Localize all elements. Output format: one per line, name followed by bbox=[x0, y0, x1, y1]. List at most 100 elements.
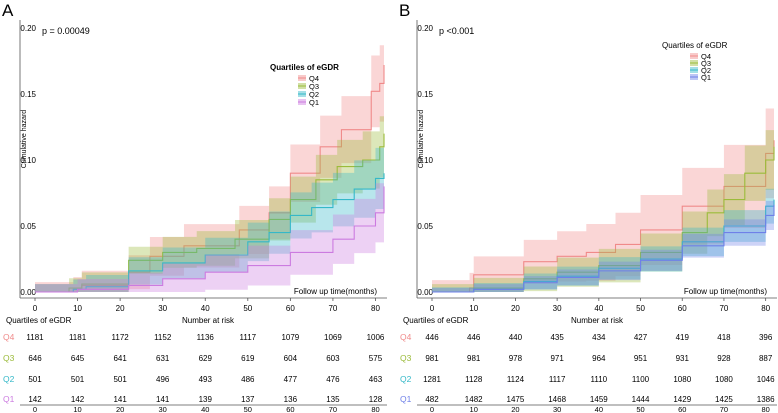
series-Q1 bbox=[432, 189, 775, 293]
risk-cell: 419 bbox=[676, 333, 690, 342]
risk-table: Quartiles of eGDR Number at risk Q4 1181 118… bbox=[3, 316, 387, 413]
risk-cell: 603 bbox=[326, 354, 340, 363]
risk-cell: 137 bbox=[241, 395, 255, 404]
risk-cell: 1181 bbox=[26, 333, 44, 342]
risk-cell: 964 bbox=[592, 354, 606, 363]
y-axis-label: Cumulative hazard bbox=[21, 110, 28, 168]
x-tick-label: 60 bbox=[286, 304, 295, 313]
risk-x-tick-label: 60 bbox=[678, 405, 686, 413]
confidence-band-Q3 bbox=[432, 114, 774, 293]
legend-title: Quartiles of eGDR bbox=[270, 63, 339, 72]
risk-cell: 1386 bbox=[757, 395, 775, 404]
x-tick-label: 80 bbox=[371, 304, 380, 313]
risk-x-tick-label: 50 bbox=[244, 405, 252, 413]
risk-cell: 135 bbox=[326, 395, 340, 404]
risk-table-header: Number at risk bbox=[182, 316, 235, 325]
risk-table-title: Quartiles of eGDR bbox=[403, 316, 469, 325]
risk-cell: 1006 bbox=[367, 333, 385, 342]
risk-cell: 440 bbox=[509, 333, 523, 342]
risk-table-header: Number at risk bbox=[571, 316, 624, 325]
y-tick-label: 0.15 bbox=[20, 90, 36, 99]
x-tick-label: 40 bbox=[594, 304, 603, 313]
confidence-band-Q4 bbox=[35, 28, 384, 292]
y-tick-label: 0.05 bbox=[20, 222, 36, 231]
x-tick-label: 70 bbox=[719, 304, 728, 313]
risk-cell: 427 bbox=[634, 333, 648, 342]
x-tick-label: 10 bbox=[469, 304, 478, 313]
risk-cell: 1069 bbox=[324, 333, 342, 342]
x-tick-label: 20 bbox=[116, 304, 125, 313]
risk-cell: 501 bbox=[28, 375, 42, 384]
legend-label-Q2: Q2 bbox=[701, 66, 711, 75]
risk-cell: 631 bbox=[156, 354, 170, 363]
risk-cell: 1080 bbox=[715, 375, 733, 384]
risk-cell: 141 bbox=[113, 395, 127, 404]
confidence-band-Q2 bbox=[35, 140, 384, 292]
risk-x-tick-label: 0 bbox=[430, 405, 434, 413]
hazard-line-Q1 bbox=[35, 186, 385, 293]
confidence-band-Q2 bbox=[432, 180, 774, 292]
risk-x-tick-label: 40 bbox=[595, 405, 603, 413]
risk-row-label-Q1: Q1 bbox=[3, 394, 15, 404]
risk-cell: 646 bbox=[28, 354, 42, 363]
risk-cell: 1124 bbox=[507, 375, 525, 384]
hazard-line-Q4 bbox=[432, 140, 775, 293]
risk-cell: 604 bbox=[284, 354, 298, 363]
x-tick-label: 70 bbox=[328, 304, 337, 313]
risk-cell: 619 bbox=[241, 354, 255, 363]
x-axis-label: Follow up time(months) bbox=[294, 287, 377, 296]
risk-x-tick-label: 30 bbox=[159, 405, 167, 413]
risk-cell: 1281 bbox=[423, 375, 441, 384]
risk-cell: 981 bbox=[467, 354, 481, 363]
risk-table-title: Quartiles of eGDR bbox=[6, 316, 72, 325]
risk-x-tick-label: 30 bbox=[553, 405, 561, 413]
legend-label-Q1: Q1 bbox=[701, 73, 711, 82]
hazard-line-Q1 bbox=[432, 204, 775, 293]
risk-cell: 501 bbox=[113, 375, 127, 384]
series-Q1 bbox=[35, 154, 385, 293]
legend-label-Q2: Q2 bbox=[309, 90, 319, 99]
risk-cell: 1046 bbox=[757, 375, 775, 384]
risk-cell: 446 bbox=[425, 333, 439, 342]
risk-cell: 496 bbox=[156, 375, 170, 384]
risk-cell: 629 bbox=[199, 354, 213, 363]
risk-cell: 1080 bbox=[673, 375, 691, 384]
risk-cell: 1117 bbox=[549, 375, 566, 384]
risk-cell: 1459 bbox=[590, 395, 608, 404]
risk-cell: 575 bbox=[369, 354, 383, 363]
risk-cell: 931 bbox=[676, 354, 690, 363]
risk-cell: 396 bbox=[759, 333, 773, 342]
y-tick-label: 0.00 bbox=[20, 288, 36, 297]
risk-x-tick-label: 20 bbox=[511, 405, 519, 413]
y-tick-label: 0.15 bbox=[417, 90, 433, 99]
y-tick-label: 0.10 bbox=[417, 156, 433, 165]
risk-x-tick-label: 10 bbox=[73, 405, 81, 413]
x-tick-label: 30 bbox=[158, 304, 167, 313]
risk-row-label-Q2: Q2 bbox=[3, 374, 15, 384]
risk-row-label-Q1: Q1 bbox=[400, 394, 412, 404]
legend-label-Q3: Q3 bbox=[309, 82, 319, 91]
risk-cell: 951 bbox=[634, 354, 648, 363]
risk-cell: 139 bbox=[199, 395, 213, 404]
risk-cell: 1117 bbox=[240, 333, 257, 342]
risk-cell: 482 bbox=[425, 395, 439, 404]
risk-cell: 136 bbox=[284, 395, 298, 404]
y-axis-label: Cumulative hazard bbox=[418, 110, 425, 168]
risk-row-label-Q3: Q3 bbox=[400, 353, 412, 363]
y-tick-label: 0.05 bbox=[417, 222, 433, 231]
panel-label: A bbox=[2, 1, 14, 20]
risk-cell: 418 bbox=[717, 333, 731, 342]
risk-row-label-Q3: Q3 bbox=[3, 353, 15, 363]
x-tick-label: 20 bbox=[511, 304, 520, 313]
risk-x-tick-label: 10 bbox=[470, 405, 478, 413]
risk-x-tick-label: 0 bbox=[33, 405, 37, 413]
x-tick-label: 0 bbox=[33, 304, 38, 313]
risk-row-label-Q4: Q4 bbox=[400, 332, 412, 342]
risk-cell: 1100 bbox=[632, 375, 650, 384]
hazard-line-Q2 bbox=[35, 173, 385, 293]
x-tick-label: 30 bbox=[553, 304, 562, 313]
risk-cell: 928 bbox=[717, 354, 731, 363]
x-tick-label: 40 bbox=[201, 304, 210, 313]
